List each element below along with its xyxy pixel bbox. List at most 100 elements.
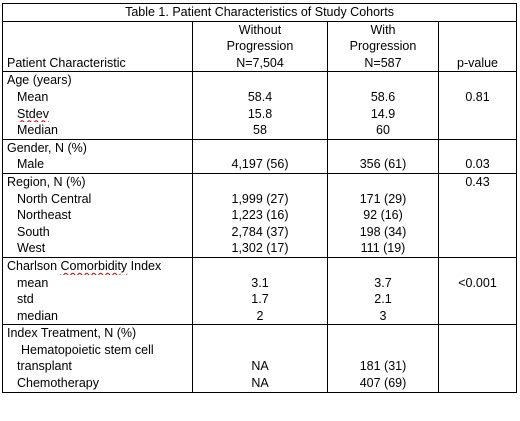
region-label: Region, N (%)	[2, 172, 193, 191]
charlson-std-label: std	[2, 291, 193, 308]
title-row: Table 1. Patient Characteristics of Stud…	[1, 3, 518, 22]
age-blank-with	[327, 71, 439, 89]
gender-section-row: Gender, N (%)	[2, 138, 518, 157]
table-row: transplant NA 181 (31)	[2, 358, 518, 376]
treatment-hsc-p	[437, 358, 518, 376]
age-stdev-text: Stdev	[17, 106, 49, 121]
treatment-label: Index Treatment, N (%)	[2, 324, 193, 342]
age-mean-label: Mean	[2, 88, 193, 106]
charlson-blank-p	[437, 256, 518, 275]
table-row: Northeast 1,223 (16) 92 (16)	[2, 207, 518, 224]
treatment-blank-without	[192, 324, 328, 342]
treatment-chemo-label: Chemotherapy	[2, 375, 193, 393]
header-with-n: N=587	[327, 54, 439, 73]
treatment-section-row: Index Treatment, N (%)	[2, 324, 518, 342]
header-p-value: p-value	[437, 54, 518, 73]
age-mean-without: 58.4	[192, 88, 328, 106]
region-northeast-with: 92 (16)	[327, 207, 439, 224]
patient-characteristics-table: Table 1. Patient Characteristics of Stud…	[1, 3, 518, 393]
header-without-n: N=7,504	[192, 54, 328, 73]
header-col1-blank-2	[2, 38, 193, 55]
treatment-hsc-without: NA	[192, 358, 328, 376]
treatment-blank-with	[327, 324, 439, 342]
region-northeast-label: Northeast	[2, 207, 193, 224]
charlson-mean-with: 3.7	[327, 274, 439, 292]
region-west-without: 1,302 (17)	[192, 240, 328, 258]
table-row: Chemotherapy NA 407 (69)	[2, 375, 518, 393]
table-title: Table 1. Patient Characteristics of Stud…	[1, 3, 518, 22]
region-south-without: 2,784 (37)	[192, 223, 328, 241]
header-col4-blank-2	[437, 38, 518, 55]
region-south-label: South	[2, 223, 193, 241]
charlson-label: Charlson Comorbidity Index	[2, 256, 193, 275]
table-row: Hematopoietic stem cell	[2, 341, 518, 359]
region-north-central-with: 171 (29)	[327, 190, 439, 208]
age-stdev-label: Stdev	[2, 105, 193, 123]
table-row: West 1,302 (17) 111 (19)	[2, 240, 518, 258]
age-stdev-with: 14.9	[327, 105, 439, 123]
treatment-chemo-without: NA	[192, 375, 328, 393]
region-west-label: West	[2, 240, 193, 258]
table-row: Mean 58.4 58.6 0.81	[2, 88, 518, 106]
age-median-label: Median	[2, 122, 193, 140]
treatment-chemo-with: 407 (69)	[327, 375, 439, 393]
gender-male-label: Male	[2, 156, 193, 174]
header-patient-characteristic: Patient Characteristic	[2, 54, 193, 73]
treatment-hsc-blank-without	[192, 341, 328, 359]
table-row: South 2,784 (37) 198 (34)	[2, 223, 518, 241]
header-col4-blank	[437, 20, 518, 39]
header-row-1: Without With	[2, 20, 518, 39]
age-mean-p: 0.81	[437, 88, 518, 106]
region-northeast-p	[437, 207, 518, 224]
header-with-line1: With	[327, 20, 439, 39]
region-north-central-p	[437, 190, 518, 208]
table-row: Male 4,197 (56) 356 (61) 0.03	[2, 156, 518, 174]
age-label: Age (years)	[2, 71, 193, 89]
charlson-std-without: 1.7	[192, 291, 328, 308]
table-row: Stdev 15.8 14.9	[2, 105, 518, 123]
treatment-hsc-line2: transplant	[2, 358, 193, 376]
charlson-median-with: 3	[327, 307, 439, 326]
table-row: Median 58 60	[2, 122, 518, 140]
table-row: median 2 3	[2, 307, 518, 326]
charlson-median-p	[437, 307, 518, 326]
age-blank-p	[437, 71, 518, 89]
charlson-label-pre: Charlson	[7, 258, 61, 273]
header-col1-blank	[2, 20, 193, 39]
region-west-with: 111 (19)	[327, 240, 439, 258]
gender-male-p: 0.03	[437, 156, 518, 174]
charlson-mean-without: 3.1	[192, 274, 328, 292]
region-blank-without	[192, 172, 328, 191]
table-row: North Central 1,999 (27) 171 (29)	[2, 190, 518, 208]
header-without-line2: Progression	[192, 38, 328, 55]
age-stdev-without: 15.8	[192, 105, 328, 123]
region-section-row: Region, N (%) 0.43	[2, 172, 518, 191]
gender-male-with: 356 (61)	[327, 156, 439, 174]
table-row: mean 3.1 3.7 <0.001	[2, 274, 518, 292]
age-blank-without	[192, 71, 328, 89]
gender-label: Gender, N (%)	[2, 138, 193, 157]
region-north-central-label: North Central	[2, 190, 193, 208]
gender-blank-with	[327, 138, 439, 157]
header-without-line1: Without	[192, 20, 328, 39]
gender-blank-p	[437, 138, 518, 157]
region-blank-with	[327, 172, 439, 191]
charlson-label-wavy: Comorbidity	[60, 258, 128, 273]
charlson-median-without: 2	[192, 307, 328, 326]
table-row: std 1.7 2.1	[2, 291, 518, 308]
treatment-hsc-blank-p	[437, 341, 518, 359]
charlson-std-with: 2.1	[327, 291, 439, 308]
charlson-std-p	[437, 291, 518, 308]
region-south-p	[437, 223, 518, 241]
charlson-mean-label: mean	[2, 274, 193, 292]
region-p: 0.43	[437, 172, 518, 191]
age-median-without: 58	[192, 122, 328, 140]
charlson-median-label: median	[2, 307, 193, 326]
header-row-2: Progression Progression	[2, 38, 518, 55]
age-stdev-p	[437, 105, 518, 123]
charlson-blank-without	[192, 256, 328, 275]
age-median-p	[437, 122, 518, 140]
age-median-with: 60	[327, 122, 439, 140]
charlson-section-row: Charlson Comorbidity Index	[2, 256, 518, 275]
region-north-central-without: 1,999 (27)	[192, 190, 328, 208]
